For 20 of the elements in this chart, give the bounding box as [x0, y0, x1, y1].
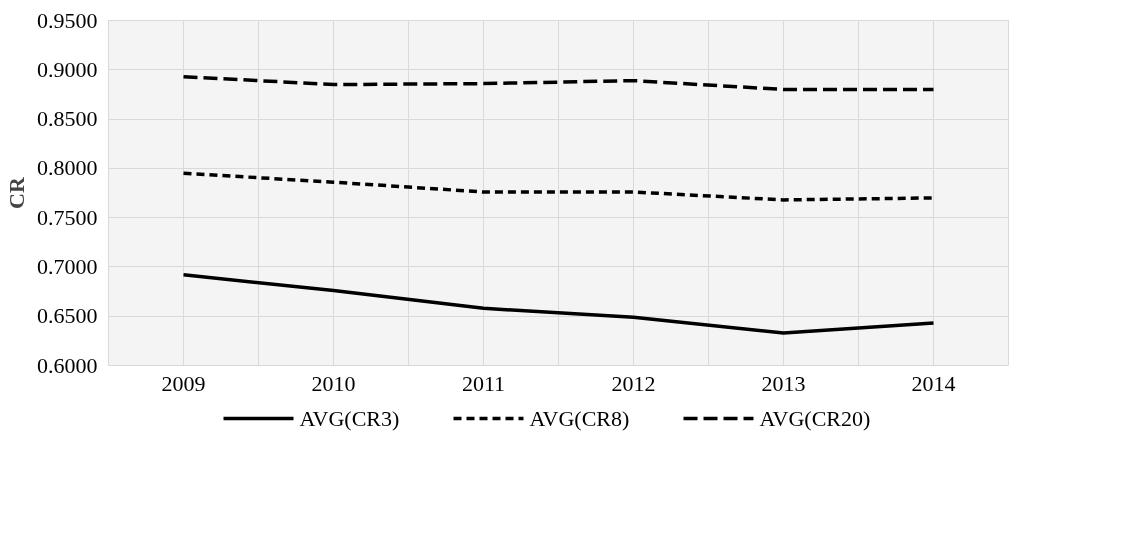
x-tick-label: 2009	[161, 370, 206, 396]
x-tick-label: 2010	[311, 370, 356, 396]
y-tick-label: 0.8500	[37, 106, 98, 132]
y-tick-label: 0.6000	[37, 352, 98, 378]
y-tick-label: 0.7000	[37, 253, 98, 279]
legend-label: AVG(CR8)	[529, 406, 630, 431]
y-tick-label: 0.8000	[37, 155, 98, 181]
legend-label: AVG(CR3)	[299, 406, 400, 431]
line-series	[181, 74, 936, 92]
y-axis-title: CR	[4, 176, 29, 209]
x-tick-label: 2011	[461, 370, 506, 396]
legend-label: AVG(CR20)	[759, 406, 871, 431]
line-series	[181, 273, 936, 335]
x-tick-label: 2012	[611, 370, 656, 396]
y-tick-label: 0.9000	[37, 56, 98, 82]
x-tick-label: 2013	[761, 370, 806, 396]
y-tick-label: 0.6500	[37, 303, 98, 329]
y-tick-label: 0.7500	[37, 204, 98, 230]
y-tick-label: 0.9500	[37, 7, 98, 33]
x-tick-label: 2014	[911, 370, 956, 396]
